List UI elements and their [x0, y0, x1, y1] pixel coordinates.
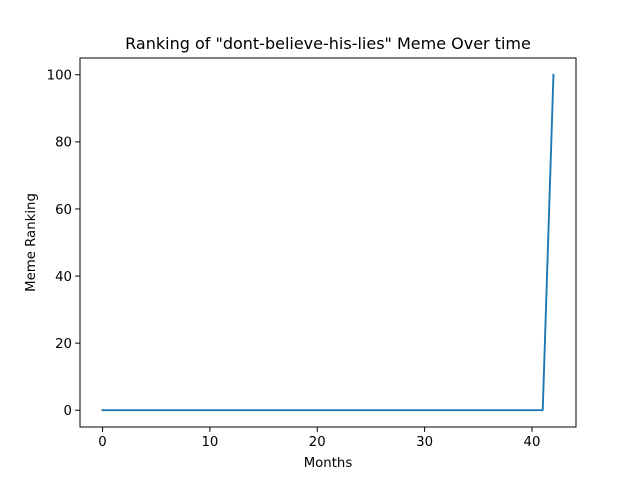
y-axis-ticks: 0 20 40 60 80 100	[47, 69, 80, 419]
y-tick-label: 20	[55, 337, 72, 352]
x-tick-label: 30	[416, 435, 433, 450]
axes-frame	[79, 57, 577, 428]
y-tick-label: 40	[55, 270, 72, 285]
chart-title: Ranking of "dont-believe-his-lies" Meme …	[125, 34, 531, 53]
y-tick-label: 100	[47, 69, 72, 84]
x-tick-label: 20	[309, 435, 326, 450]
x-axis-ticks: 0 10 20 30 40	[98, 427, 540, 450]
x-tick-label: 40	[524, 435, 541, 450]
y-tick-label: 80	[55, 136, 72, 151]
y-axis-label: Meme Ranking	[24, 193, 39, 292]
x-axis-label: Months	[304, 456, 353, 471]
y-tick-label: 60	[55, 203, 72, 218]
y-tick-label: 0	[64, 404, 72, 419]
x-tick-label: 10	[201, 435, 218, 450]
plot-area	[101, 73, 555, 412]
x-tick-label: 0	[98, 435, 106, 450]
series-line	[101, 73, 555, 412]
